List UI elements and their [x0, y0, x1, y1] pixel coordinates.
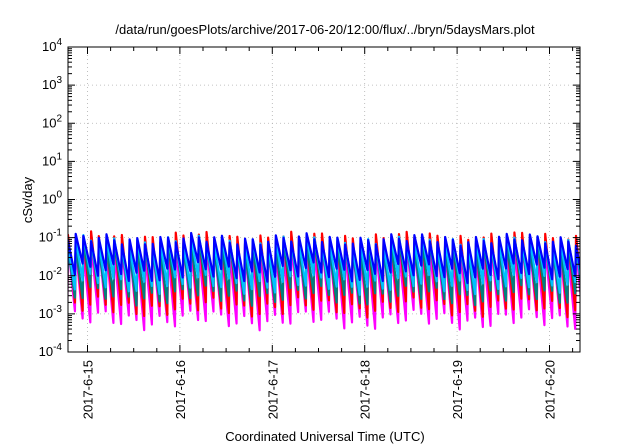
y-tick-label: 100 [42, 190, 62, 207]
y-tick-label: 102 [42, 113, 62, 130]
axis-ticks [68, 46, 580, 353]
grid-lines [68, 47, 580, 352]
y-tick-label: 101 [42, 151, 62, 168]
y-tick-label: 10-3 [39, 304, 63, 321]
y-axis-label: cSv/day [20, 176, 35, 223]
x-tick-labels: 2017-6-15 2017-6-16 2017-6-17 2017-6-18 2017… [81, 360, 558, 419]
x-axis-label: Coordinated Universal Time (UTC) [225, 429, 424, 444]
x-tick-label: 2017-6-18 [358, 360, 373, 419]
y-tick-label: 103 [42, 75, 62, 92]
x-tick-label: 2017-6-16 [173, 360, 188, 419]
y-tick-label: 10-4 [39, 342, 63, 359]
x-tick-label: 2017-6-19 [450, 360, 465, 419]
y-tick-label: 10-1 [39, 228, 63, 245]
y-tick-labels: 10-4 10-3 10-2 10-1 100 101 102 103 104 [39, 37, 63, 359]
y-tick-label: 10-2 [39, 266, 63, 283]
x-tick-label: 2017-6-17 [265, 360, 280, 419]
y-tick-label: 104 [42, 37, 62, 54]
series-line [68, 231, 580, 285]
x-tick-label: 2017-6-20 [543, 360, 558, 419]
x-tick-label: 2017-6-15 [81, 360, 96, 419]
chart-title: /data/run/goesPlots/archive/2017-06-20/1… [115, 22, 535, 37]
series-layer [68, 230, 580, 332]
